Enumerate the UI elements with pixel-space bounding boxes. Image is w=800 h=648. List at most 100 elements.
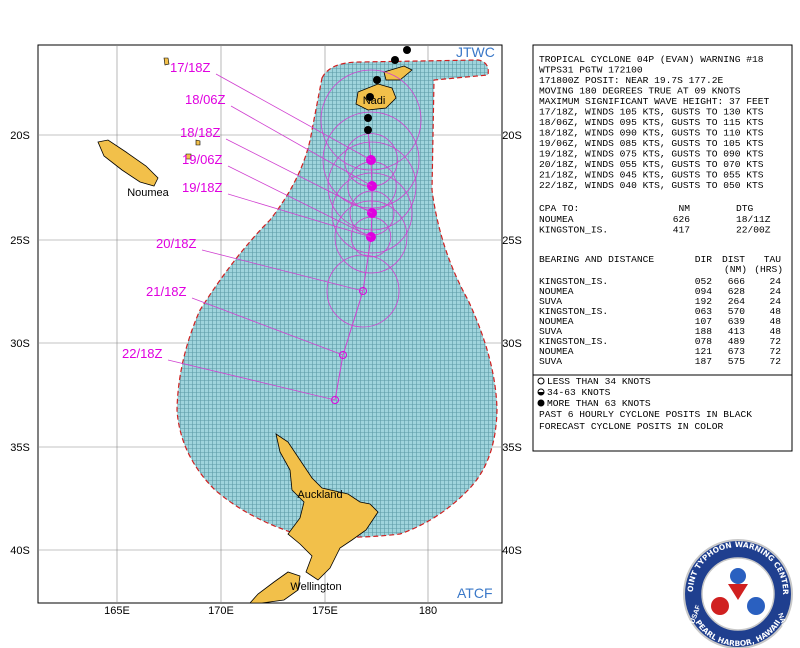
warning-line: 171800Z POSIT: NEAR 19.7S 177.2E [539,75,723,86]
legend-label: MORE THAN 63 KNOTS [547,398,651,409]
lat-label: 35S [10,442,30,454]
bearing-header: TAU [764,254,782,265]
wind-radius [334,200,408,274]
bearing-cell: 413 [728,326,746,337]
place-label: Wellington [290,581,341,593]
cpa-cell: 22/00Z [736,225,771,236]
wind-radius [322,111,420,209]
lat-label: 35S [502,442,522,454]
past-position [373,76,381,84]
bearing-cell: 639 [728,316,746,327]
warning-line: TROPICAL CYCLONE 04P (EVAN) WARNING #18 [539,54,764,65]
warning-line: 19/18Z, WINDS 075 KTS, GUSTS TO 090 KTS [539,149,764,160]
legend-label: LESS THAN 34 KNOTS [547,376,651,387]
bearing-cell: 24 [769,276,781,287]
cpa-header: DTG [736,203,754,214]
bearing-cell: NOUMEA [539,286,574,297]
forecast-label: 22/18Z [122,346,163,361]
source-label: ATCF [457,585,493,601]
loyalty-islands [163,57,201,160]
bearing-header: BEARING AND DISTANCE [539,254,654,265]
lat-label: 30S [502,338,522,350]
bearing-cell: 570 [728,306,746,317]
cyclone-track [320,46,422,404]
lat-label: 40S [502,545,522,557]
bearing-cell: 107 [695,316,712,327]
bearing-cell: 666 [728,276,746,287]
map: 165E 170E 175E 180 20S 20S 25S 25S 30S 30S 35S 35S 4… [10,44,522,617]
legend-panel [532,374,793,452]
past-position [403,46,411,54]
danger-area [176,59,498,538]
forecast-label: 18/06Z [185,92,226,107]
lat-label: 40S [10,545,30,557]
cpa-cell: 417 [673,225,690,236]
bearing-cell: 575 [728,356,746,367]
bearing-cell: 673 [728,346,746,357]
place-label: Auckland [297,489,342,501]
bearing-cell: 24 [769,286,781,297]
forecast-label: 20/18Z [156,236,197,251]
bearing-cell: 72 [769,336,781,347]
bearing-cell: NOUMEA [539,346,574,357]
lat-label: 30S [10,338,30,350]
forecast-position [331,396,339,404]
lat-label: 20S [10,130,30,142]
north-island [275,433,379,581]
lon-label: 165E [104,605,130,617]
legend-symbol [537,377,545,385]
bearing-subheader: (HRS) [754,264,783,275]
legend-label: 34-63 KNOTS [547,387,611,398]
cpa-cell: 626 [673,214,691,225]
lon-label: 170E [208,605,234,617]
past-position [364,114,372,122]
leader-line [167,359,336,401]
bearing-cell: 72 [769,346,781,357]
bearing-cell: 24 [769,296,781,307]
legend-symbol [538,392,544,395]
bearing-cell: 72 [769,356,781,367]
warning-line: 20/18Z, WINDS 055 KTS, GUSTS TO 070 KTS [539,159,764,170]
leader-line [191,297,344,356]
forecast-position [359,287,367,295]
bearing-cell: 489 [728,336,746,347]
source-label: JTWC [456,44,495,60]
bearing-cell: NOUMEA [539,316,574,327]
new-caledonia [97,139,159,187]
lon-label: 175E [312,605,338,617]
cpa-cell: KINGSTON_IS. [539,225,608,236]
bearing-cell: SUVA [539,296,562,307]
bearing-cell: 48 [769,326,781,337]
bearing-cell: 094 [695,286,713,297]
bearing-cell: 121 [695,346,713,357]
warning-line: 18/06Z, WINDS 095 KTS, GUSTS TO 115 KTS [539,117,764,128]
past-position [391,56,399,64]
warning-line: 18/18Z, WINDS 090 KTS, GUSTS TO 110 KTS [539,128,764,139]
bearing-cell: SUVA [539,356,562,367]
bearing-cell: KINGSTON_IS. [539,336,608,347]
forecast-label: 17/18Z [170,60,211,75]
past-position [364,126,372,134]
past-position [366,93,374,101]
forecast-label: 19/18Z [182,180,223,195]
wind-radius [326,254,400,328]
bearing-header: DIR [695,254,713,265]
bearing-cell: 078 [695,336,713,347]
lat-label: 25S [10,235,30,247]
place-label: Noumea [127,187,169,199]
bearing-cell: SUVA [539,326,562,337]
bearing-cell: 188 [695,326,713,337]
wind-radius [327,141,417,231]
leader-line [201,249,364,292]
bearing-header: DIST [722,254,745,265]
leader-line [227,165,372,238]
forecast-label: 19/06Z [182,152,223,167]
south-island [249,571,301,603]
place-label: Nadi [363,95,386,107]
cpa-header: NM [678,203,690,214]
warning-line: 21/18Z, WINDS 045 KTS, GUSTS TO 055 KTS [539,170,764,181]
legend-note: PAST 6 HOURLY CYCLONE POSITS IN BLACK [539,409,752,420]
cpa-cell: NOUMEA [539,214,574,225]
bearing-cell: 192 [695,296,713,307]
